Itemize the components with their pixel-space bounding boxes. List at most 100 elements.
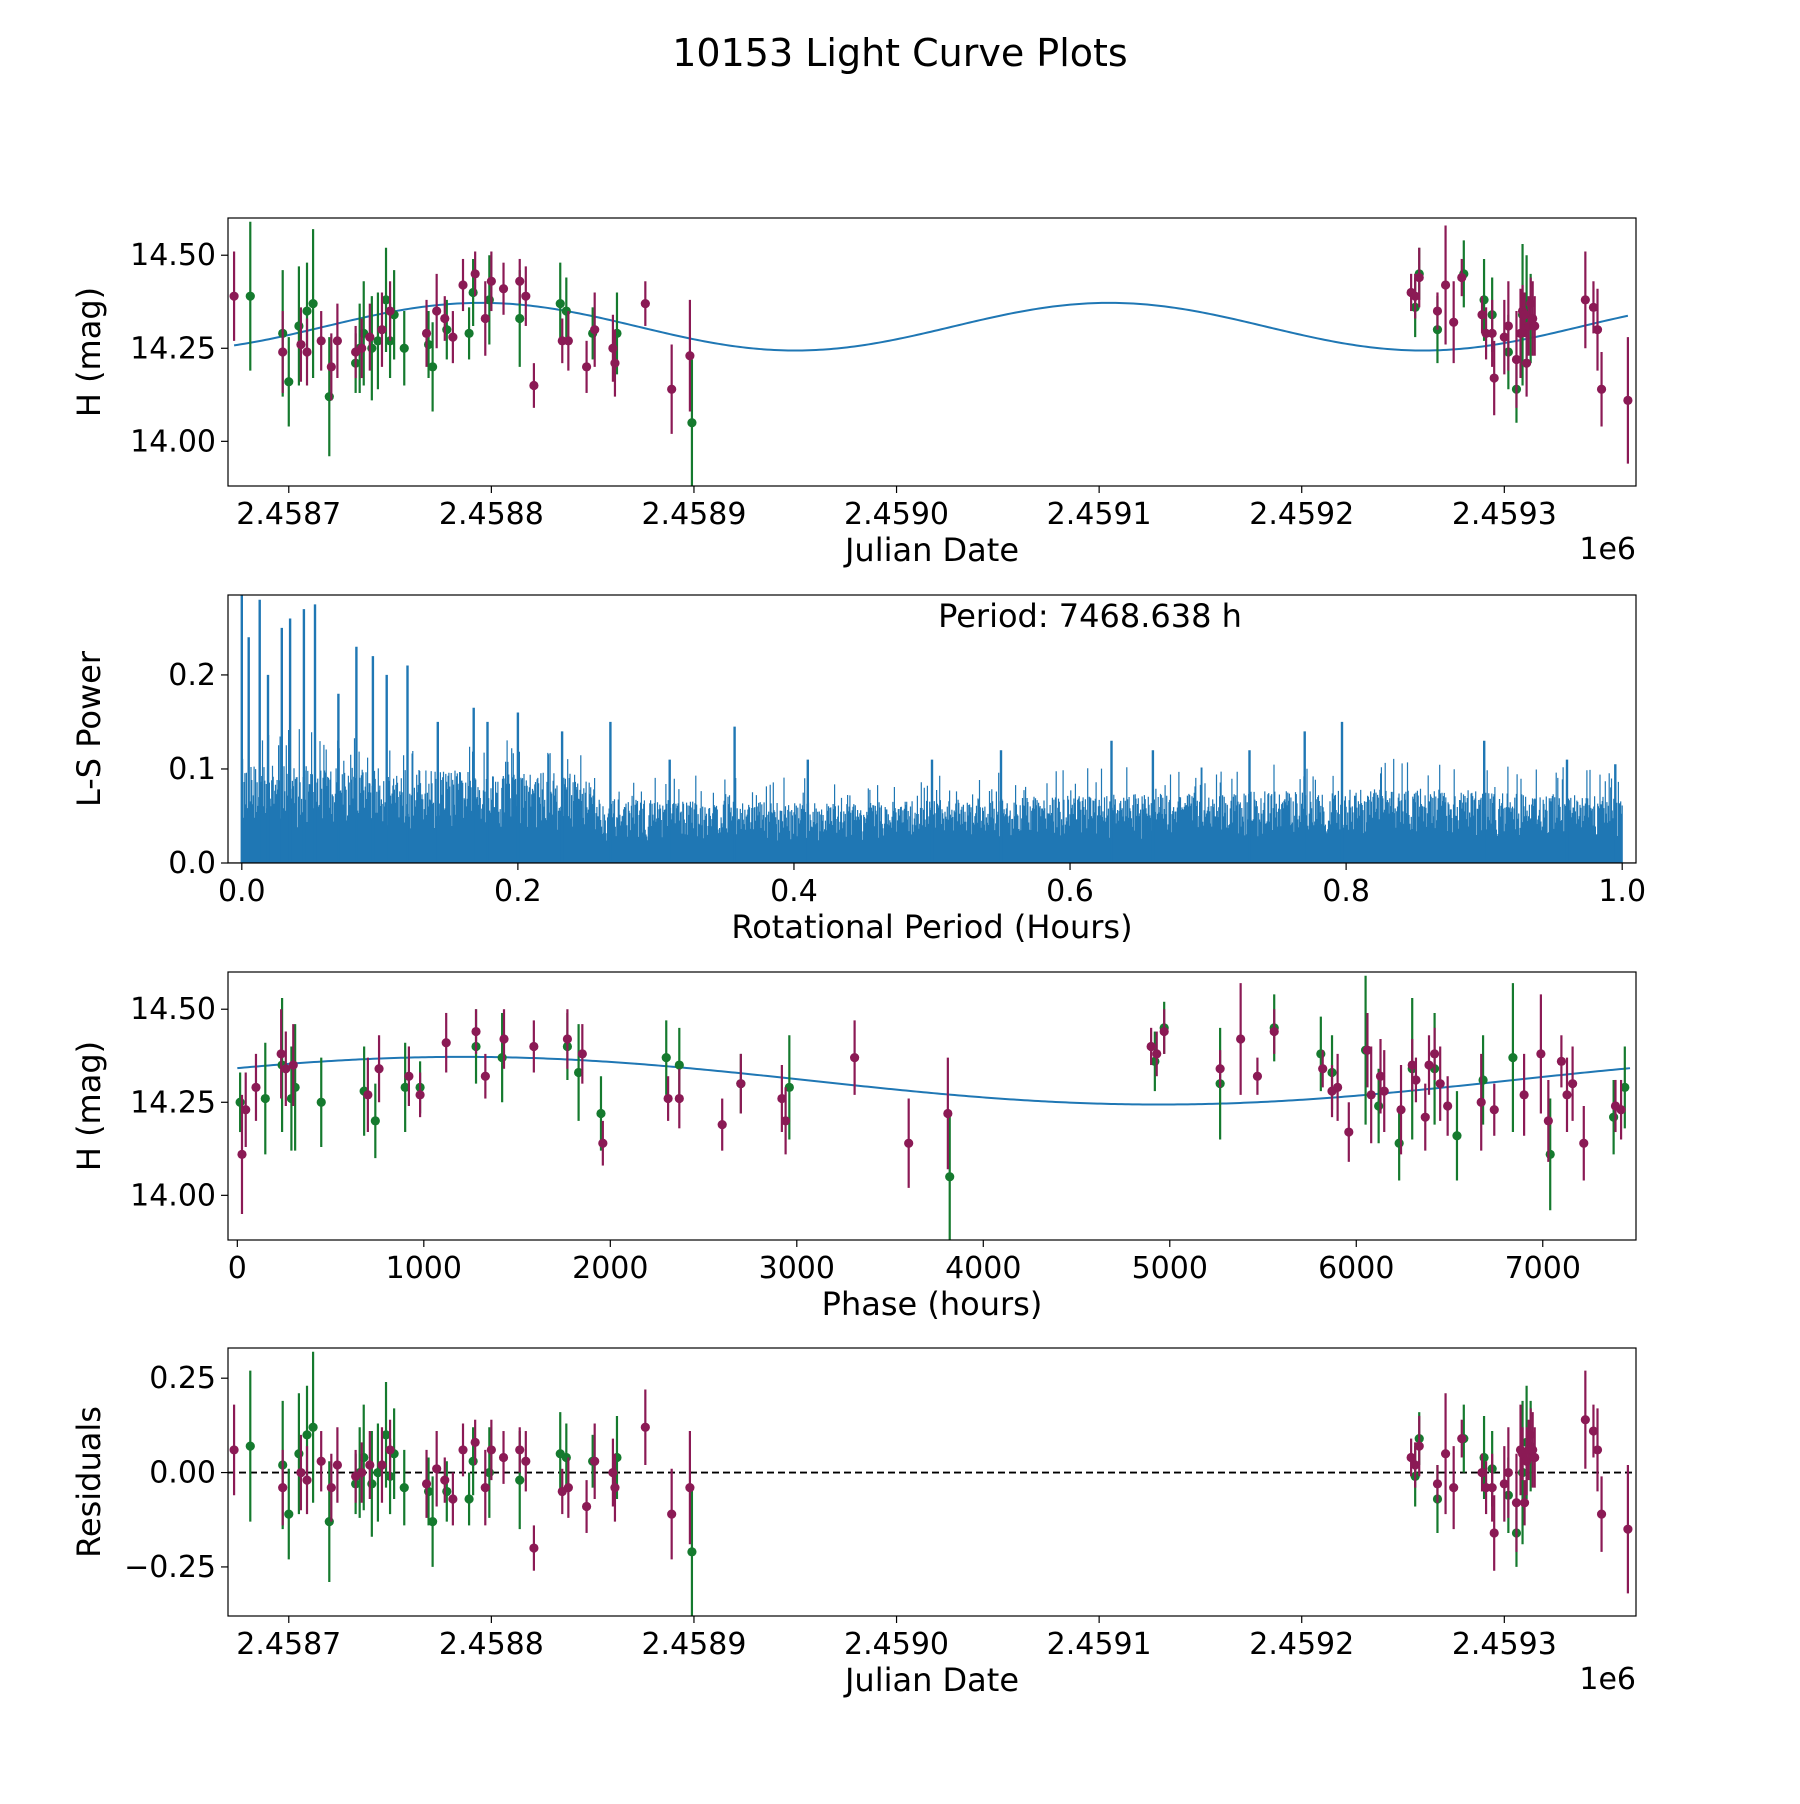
purple-point (316, 1456, 326, 1466)
purple-point (777, 1093, 787, 1104)
y-axis-label: L-S Power (70, 650, 108, 807)
purple-point (1519, 310, 1530, 320)
purple-point (1410, 291, 1420, 301)
chart-ls: 0.0 0.2 0.4 0.6 0.8 1.0 0.0 0.1 0.2 Rotational Pe… (70, 594, 1646, 946)
purple-point (1567, 1079, 1578, 1089)
axes-frame (227, 217, 1637, 487)
purple-point (470, 269, 480, 279)
period-annotation: Period: 7468.638 h (938, 597, 1242, 635)
purple-point (251, 1082, 261, 1092)
purple-point (480, 313, 490, 324)
green-point (1479, 1452, 1489, 1463)
green-point (1374, 1101, 1384, 1111)
purple-point (1443, 1101, 1453, 1111)
x-tick-label: 2.4592 (1249, 497, 1354, 532)
purple-point (237, 1149, 247, 1159)
purple-point (1580, 295, 1590, 305)
purple-point (241, 1105, 251, 1115)
y-tick-label: 14.25 (130, 1085, 216, 1120)
x-tick-label: 2.4590 (844, 497, 949, 532)
purple-point (1318, 1064, 1328, 1074)
y-tick-label: 14.00 (130, 1178, 216, 1213)
green-point (370, 1116, 380, 1126)
x-tick-label: 2000 (572, 1251, 648, 1286)
purple-point (1435, 1079, 1445, 1089)
x-tick-label: 0.2 (494, 874, 542, 909)
plot-area (228, 595, 1636, 863)
y-tick-label: 14.25 (130, 331, 216, 366)
green-point (235, 1097, 245, 1107)
green-point (324, 1517, 334, 1527)
x-tick-label: 2.4593 (1452, 1627, 1557, 1662)
x-axis-label: Phase (hours) (822, 1285, 1043, 1323)
purple-point (1429, 1049, 1440, 1059)
y-tick-label: 0.00 (149, 1456, 216, 1491)
purple-point (1407, 1060, 1417, 1070)
x-tick-label: 3000 (759, 1251, 835, 1286)
green-point (1479, 295, 1489, 305)
green-point (245, 1441, 255, 1451)
x-tick-label: 4000 (945, 1251, 1021, 1286)
green-point (555, 299, 565, 309)
purple-point (302, 347, 312, 357)
purple-point (415, 1090, 425, 1100)
green-point (399, 343, 409, 353)
purple-point (1511, 1498, 1522, 1508)
purple-point (498, 284, 509, 294)
x-tick-label: 0.6 (1046, 874, 1094, 909)
green-point (1545, 1149, 1555, 1159)
green-point (399, 1483, 409, 1493)
x-tick-label: 2.4587 (236, 497, 341, 532)
plot-area (229, 221, 1633, 486)
green-point (290, 1082, 300, 1092)
purple-point (663, 1093, 673, 1104)
green-point (945, 1172, 955, 1182)
purple-point (458, 280, 468, 290)
x-tick-label: 0 (228, 1251, 247, 1286)
purple-point (521, 291, 531, 301)
x-offset-label: 1e6 (1579, 1662, 1636, 1697)
x-tick-label: 0.0 (218, 874, 266, 909)
x-tick-label: 2.4591 (1047, 1627, 1152, 1662)
green-point (381, 295, 391, 305)
purple-point (1440, 1449, 1451, 1459)
x-tick-label: 2.4591 (1047, 497, 1152, 532)
purple-point (1499, 332, 1509, 342)
green-point (464, 328, 474, 338)
green-point (302, 306, 312, 316)
purple-point (1333, 1082, 1343, 1092)
purple-point (1344, 1127, 1354, 1137)
purple-point (717, 1120, 727, 1130)
x-tick-label: 2.4589 (641, 1627, 746, 1662)
green-point (442, 325, 452, 335)
purple-point (1152, 1049, 1162, 1059)
purple-point (581, 1501, 592, 1512)
green-point (596, 1108, 606, 1119)
green-point (367, 343, 377, 353)
green-point (674, 1060, 684, 1070)
green-point (316, 1097, 326, 1107)
purple-point (440, 1475, 450, 1485)
x-tick-label: 1.0 (1598, 874, 1646, 909)
axes-frame (227, 594, 1637, 864)
purple-point (276, 1049, 286, 1059)
purple-point (1588, 1426, 1599, 1436)
chart-res: 2.4587 2.4588 2.4589 2.4590 2.4591 2.4592 2.45… (70, 1347, 1637, 1699)
purple-point (357, 343, 367, 353)
chart-phase: 0 1000 2000 3000 4000 5000 6000 7000 14.00 14.25 1… (70, 971, 1637, 1323)
purple-point (1623, 1524, 1633, 1534)
y-axis-label: H (mag) (70, 1041, 108, 1171)
periodogram-peaks (240, 595, 1617, 863)
green-point (1478, 1075, 1488, 1085)
y-tick-label: −0.25 (124, 1550, 216, 1585)
purple-point (1519, 1498, 1530, 1508)
y-tick-label: 0.1 (168, 752, 216, 787)
green-point (308, 1422, 318, 1432)
purple-point (332, 336, 342, 346)
axes-frame (227, 971, 1637, 1241)
purple-point (1499, 1479, 1509, 1489)
purple-point (1489, 1105, 1499, 1115)
purple-point (1414, 1441, 1424, 1451)
purple-point (365, 332, 375, 342)
